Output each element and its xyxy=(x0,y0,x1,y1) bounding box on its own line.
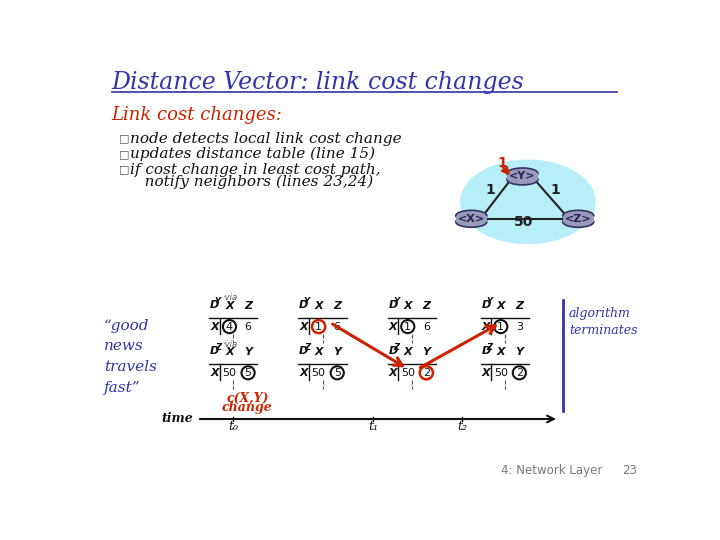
Text: c(X,Y): c(X,Y) xyxy=(226,392,269,404)
Text: 6: 6 xyxy=(423,322,430,332)
Text: X: X xyxy=(482,322,490,332)
Text: 50: 50 xyxy=(514,215,534,230)
Text: X: X xyxy=(225,301,234,311)
FancyBboxPatch shape xyxy=(563,215,594,222)
Text: 2: 2 xyxy=(516,368,523,378)
Text: if cost change in least cost path,: if cost change in least cost path, xyxy=(130,163,381,177)
Text: Z: Z xyxy=(516,301,523,311)
Text: 1: 1 xyxy=(498,156,508,170)
Ellipse shape xyxy=(563,211,594,221)
Text: 6: 6 xyxy=(334,322,341,332)
FancyBboxPatch shape xyxy=(507,173,538,179)
Text: 1: 1 xyxy=(498,322,504,332)
Text: Z: Z xyxy=(215,343,221,352)
Text: Y: Y xyxy=(486,296,492,306)
Text: 50: 50 xyxy=(401,368,415,378)
Ellipse shape xyxy=(460,159,595,244)
Ellipse shape xyxy=(456,217,487,227)
Text: D: D xyxy=(388,346,397,356)
Text: Y: Y xyxy=(244,347,252,357)
Ellipse shape xyxy=(507,174,538,185)
Text: X: X xyxy=(403,347,412,357)
Text: X: X xyxy=(225,347,234,357)
Ellipse shape xyxy=(563,217,594,227)
Text: <Z>: <Z> xyxy=(565,214,592,224)
Text: X: X xyxy=(300,368,308,378)
Text: time: time xyxy=(161,413,193,426)
FancyBboxPatch shape xyxy=(456,215,487,222)
Text: D: D xyxy=(388,300,397,310)
Text: Z: Z xyxy=(333,301,341,311)
Text: 50: 50 xyxy=(222,368,236,378)
Text: 2: 2 xyxy=(423,368,430,378)
Text: 5: 5 xyxy=(334,368,341,378)
Text: 1: 1 xyxy=(404,322,411,332)
Text: 1: 1 xyxy=(550,183,560,197)
Text: 1: 1 xyxy=(315,322,322,332)
Text: notify neighbors (lines 23,24): notify neighbors (lines 23,24) xyxy=(130,174,374,189)
Text: □: □ xyxy=(120,149,130,159)
Text: X: X xyxy=(315,347,323,357)
Text: X: X xyxy=(389,322,397,332)
Text: D: D xyxy=(482,346,490,356)
Text: “good
news
travels
fast”: “good news travels fast” xyxy=(104,319,157,395)
Text: X: X xyxy=(403,301,412,311)
Text: 6: 6 xyxy=(245,322,251,332)
Text: t₂: t₂ xyxy=(457,420,467,433)
Text: 50: 50 xyxy=(494,368,508,378)
Text: t₁: t₁ xyxy=(368,420,378,433)
Text: node detects local link cost change: node detects local link cost change xyxy=(130,132,402,146)
Text: Z: Z xyxy=(423,301,431,311)
Text: Y: Y xyxy=(215,296,221,306)
Text: Y: Y xyxy=(393,296,399,306)
Text: Link cost changes:: Link cost changes: xyxy=(112,106,282,124)
Text: Y: Y xyxy=(516,347,523,357)
Text: 50: 50 xyxy=(312,368,325,378)
Ellipse shape xyxy=(456,211,487,221)
Text: Z: Z xyxy=(244,301,252,311)
Text: D: D xyxy=(210,300,220,310)
Text: updates distance table (line 15): updates distance table (line 15) xyxy=(130,147,375,161)
Text: Z: Z xyxy=(486,343,492,352)
Text: X: X xyxy=(210,322,219,332)
Text: algorithm
terminates: algorithm terminates xyxy=(569,307,637,338)
Text: D: D xyxy=(210,346,220,356)
Text: 4: 4 xyxy=(226,322,233,332)
Text: ·via: ·via xyxy=(222,293,237,302)
Text: <Y>: <Y> xyxy=(509,172,536,181)
Text: 3: 3 xyxy=(516,322,523,332)
Text: Z: Z xyxy=(393,343,399,352)
Text: X: X xyxy=(496,347,505,357)
Text: D: D xyxy=(482,300,490,310)
Text: Z: Z xyxy=(304,343,310,352)
Text: X: X xyxy=(210,368,219,378)
Text: X: X xyxy=(300,322,308,332)
Text: ·via: ·via xyxy=(222,340,237,349)
Text: □: □ xyxy=(120,134,130,144)
Text: X: X xyxy=(389,368,397,378)
Ellipse shape xyxy=(507,168,538,179)
Text: D: D xyxy=(300,300,308,310)
Text: X: X xyxy=(496,301,505,311)
Text: 23: 23 xyxy=(621,464,636,477)
Text: Y: Y xyxy=(333,347,341,357)
Text: X: X xyxy=(482,368,490,378)
Text: D: D xyxy=(300,346,308,356)
Text: 4: Network Layer: 4: Network Layer xyxy=(500,464,602,477)
Text: <X>: <X> xyxy=(458,214,485,224)
Text: Distance Vector: link cost changes: Distance Vector: link cost changes xyxy=(112,71,524,94)
Text: 1: 1 xyxy=(485,183,495,197)
Text: 5: 5 xyxy=(245,368,251,378)
Text: Y: Y xyxy=(304,296,310,306)
Text: □: □ xyxy=(120,165,130,174)
Text: t₀: t₀ xyxy=(228,420,238,433)
Text: Y: Y xyxy=(423,347,431,357)
Text: change: change xyxy=(222,401,273,414)
Text: X: X xyxy=(315,301,323,311)
